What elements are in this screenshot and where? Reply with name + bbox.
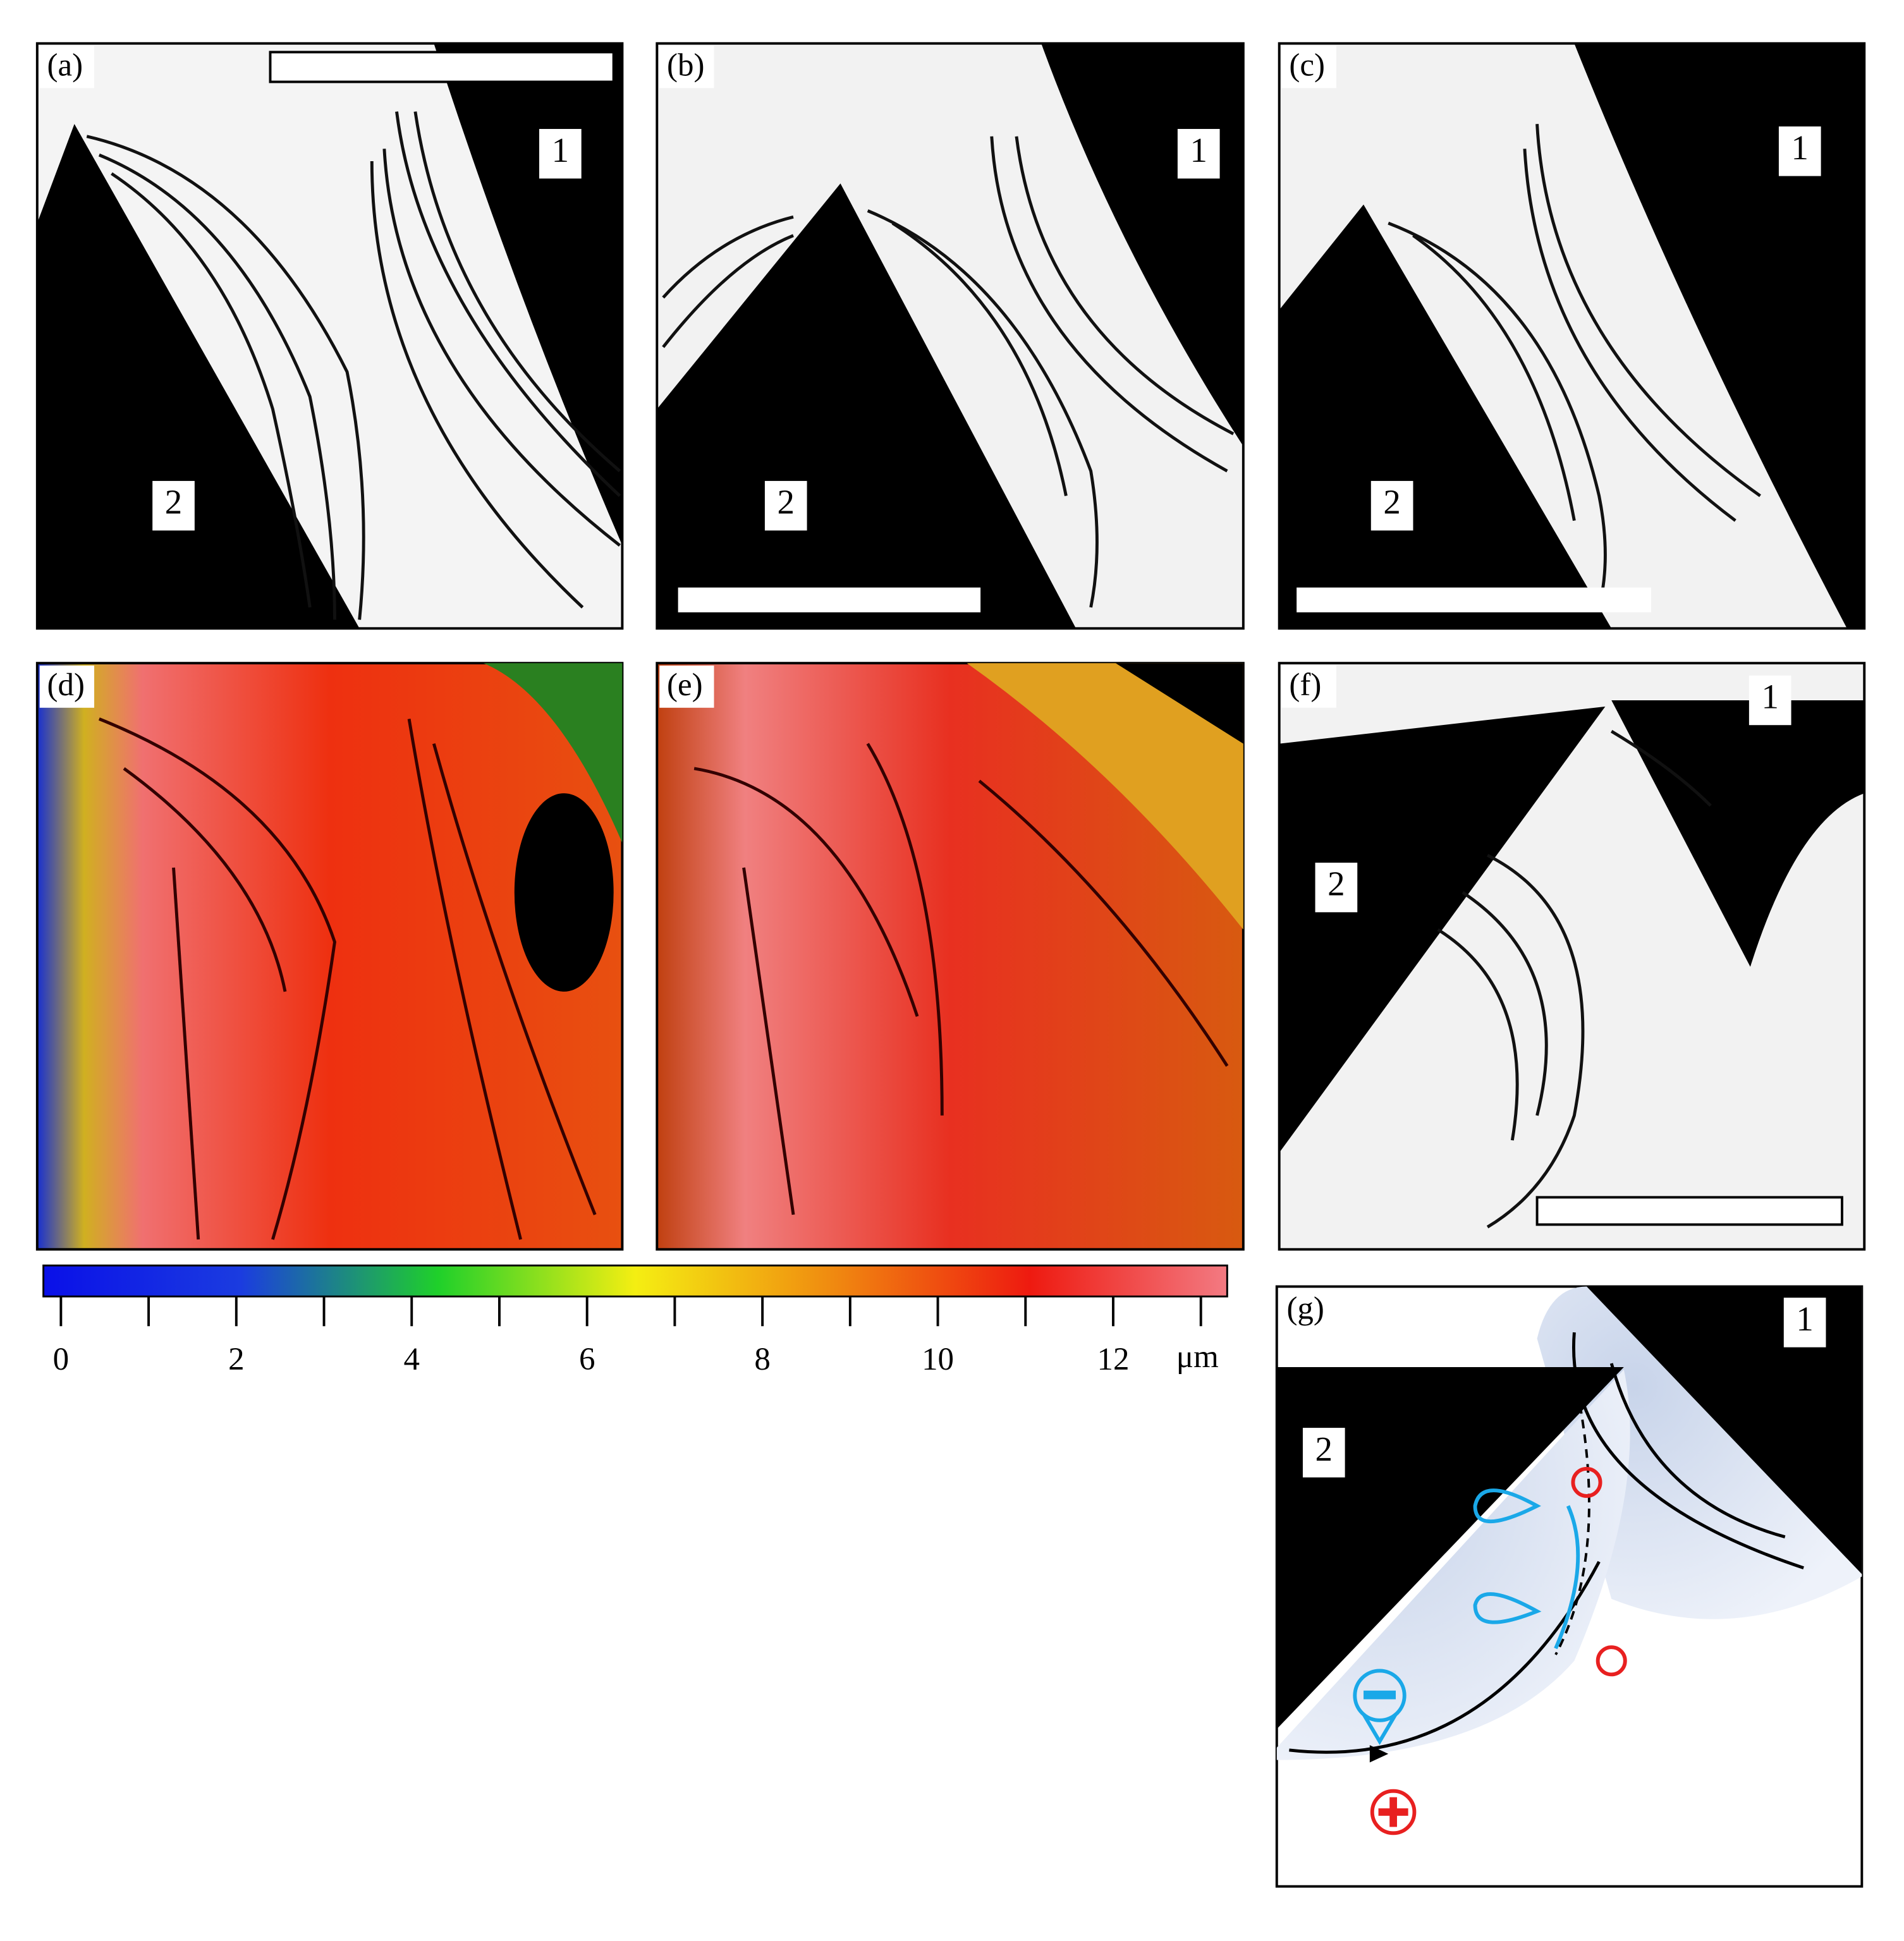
panel-label: (f) bbox=[1289, 667, 1321, 703]
region-marker: 2 bbox=[778, 483, 795, 521]
colorbar-unit: μm bbox=[1176, 1339, 1219, 1375]
region-marker: 1 bbox=[1190, 131, 1207, 169]
marker-box bbox=[1177, 129, 1220, 179]
panel-b bbox=[656, 42, 1245, 630]
region-marker: 2 bbox=[165, 483, 182, 521]
marker-box bbox=[1748, 675, 1791, 726]
panel-label-bg bbox=[1281, 46, 1336, 88]
region-marker: 2 bbox=[1315, 1430, 1333, 1468]
colorbar-tick-label: 10 bbox=[922, 1342, 954, 1377]
marker-box bbox=[152, 480, 195, 531]
colorbar-tick-label: 12 bbox=[1097, 1342, 1130, 1377]
region-marker: 2 bbox=[1383, 483, 1400, 521]
panel-d bbox=[35, 662, 624, 1251]
colorbar-tick-label: 0 bbox=[53, 1342, 69, 1377]
panel-label-bg bbox=[659, 46, 714, 88]
panel-label-bg bbox=[1279, 1289, 1334, 1332]
panel-label-bg bbox=[39, 46, 95, 88]
region-marker: 1 bbox=[1791, 128, 1809, 167]
region-marker: 1 bbox=[1796, 1299, 1813, 1338]
colorbar-tick-label: 2 bbox=[228, 1342, 244, 1377]
panel-label: (g) bbox=[1286, 1291, 1324, 1326]
marker-box bbox=[1778, 126, 1821, 176]
marker-box bbox=[1302, 1428, 1345, 1478]
marker-box bbox=[1370, 480, 1413, 531]
region-marker: 1 bbox=[552, 131, 569, 169]
panel-label: (a) bbox=[47, 48, 83, 83]
panel-label: (d) bbox=[47, 667, 85, 703]
marker-box bbox=[764, 480, 807, 531]
panel-label: (b) bbox=[667, 48, 704, 83]
colorbar-tick-label: 8 bbox=[754, 1342, 770, 1377]
region-marker: 1 bbox=[1761, 678, 1778, 716]
colorbar: μm 0 2 4 6 8 10 12 bbox=[42, 1264, 1228, 1377]
panel-g bbox=[1275, 1285, 1864, 1888]
panel-c bbox=[1278, 42, 1866, 630]
region-marker: 2 bbox=[1327, 865, 1345, 903]
colorbar-tick-label: 4 bbox=[404, 1342, 420, 1377]
marker-box bbox=[1315, 862, 1358, 913]
marker-box bbox=[539, 129, 582, 179]
panel-f bbox=[1278, 662, 1866, 1251]
marker-box bbox=[1783, 1298, 1826, 1348]
panel-label-bg bbox=[1281, 666, 1336, 708]
colorbar-tick-label: 6 bbox=[579, 1342, 595, 1377]
panel-label: (e) bbox=[667, 667, 703, 703]
panel-a bbox=[35, 42, 624, 630]
panel-label-bg bbox=[659, 666, 714, 708]
panel-label-bg bbox=[39, 666, 95, 708]
panel-e bbox=[656, 662, 1245, 1251]
colorbar-gradient bbox=[42, 1264, 1228, 1298]
panel-label: (c) bbox=[1289, 48, 1325, 83]
